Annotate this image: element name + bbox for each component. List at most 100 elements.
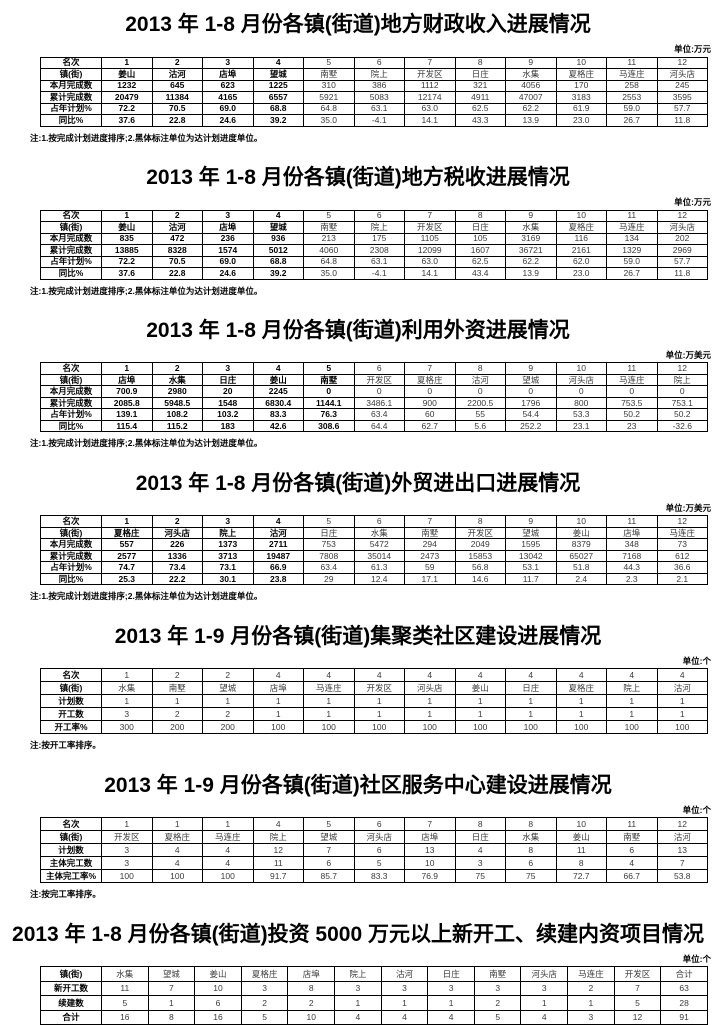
table-cell: 合计 [660, 966, 708, 982]
table-cell: 日庄 [427, 966, 475, 982]
table-cell: 2.4 [555, 572, 607, 586]
table-cell: 85.7 [303, 869, 355, 884]
table-cell: 23.8 [252, 572, 304, 586]
table-cell: 321 [454, 79, 506, 93]
table-cell: 11 [606, 56, 658, 70]
table-cell: 3 [427, 980, 475, 997]
table-cell: 6 [353, 843, 405, 858]
table-cell: 7 [404, 362, 456, 375]
table-cell: 6 [505, 856, 557, 871]
table-cell: 61.3 [353, 561, 405, 574]
row-label: 占年计划% [40, 408, 102, 421]
unit-label: 单位:个 [682, 804, 711, 815]
table-cell: 175 [353, 232, 405, 246]
row-label: 名次 [40, 362, 102, 375]
table-cell: 日庄 [454, 68, 506, 81]
table-cell: 开发区 [454, 526, 506, 540]
table-cell: 望城 [252, 221, 304, 234]
table-cell: 22.2 [151, 572, 203, 586]
table-note: 注:1.按完成计划进度排序;2.黑体标注单位为达计划进度单位。 [30, 591, 263, 602]
table-cell: 马连庄 [606, 68, 658, 81]
table-cell: 13.9 [505, 114, 557, 127]
table-cell: 5012 [252, 244, 304, 257]
table-cell: 100 [151, 869, 203, 884]
table-cell: 8 [505, 843, 557, 858]
table-cell: 800 [555, 396, 607, 410]
table-cell: 1 [656, 694, 708, 709]
table-cell: 14.1 [404, 114, 456, 127]
table-cell: 64.4 [353, 419, 405, 433]
table-cell: 南墅 [404, 526, 456, 540]
table-cell: 11 [101, 980, 149, 997]
table-cell: 72.2 [101, 102, 153, 116]
table-cell: 3595 [656, 91, 708, 104]
table-cell: -4.1 [353, 114, 405, 127]
table-cell: 37.6 [101, 114, 153, 127]
table-cell: 1 [101, 56, 153, 70]
table-cell: 1 [380, 995, 429, 1011]
table-cell: 6830.4 [252, 396, 304, 410]
table-cell: 300 [101, 720, 153, 735]
table-cell: 4 [353, 668, 405, 683]
table-cell: 4 [334, 1009, 382, 1025]
table-cell: 70.5 [151, 102, 203, 116]
table-cell: 26.7 [606, 114, 658, 127]
table-cell: 14.6 [454, 572, 506, 586]
table-cell: 6 [194, 995, 242, 1011]
table-cell: 4 [606, 856, 658, 871]
table-cell: 夏格庄 [404, 373, 456, 387]
row-label: 累计完成数 [40, 549, 102, 563]
table-row: 合计 16 8 16 5 10 4 4 4 5 4 3 12 91 [40, 1009, 708, 1025]
table-cell: 76.3 [303, 408, 355, 421]
table-cell: 1 [202, 694, 254, 709]
table-cell: 44.3 [606, 561, 658, 574]
table-cell: 马连庄 [606, 221, 658, 234]
table-cell: 5 [303, 515, 355, 528]
table-cell: 2711 [252, 538, 304, 551]
table-cell: 1 [454, 707, 506, 722]
table-cell: 12 [656, 362, 708, 375]
table-cell: 612 [656, 549, 708, 563]
table-cell: 10 [555, 515, 607, 528]
table-cell: 2 [240, 995, 289, 1011]
row-label: 开工数 [40, 707, 102, 722]
table-cell: 沽河 [656, 830, 708, 845]
table-cell: 11.7 [505, 572, 557, 586]
table-cell: 2 [151, 668, 203, 683]
table-cell: 院上 [606, 681, 658, 696]
table-cell: 4 [520, 1009, 569, 1025]
table-cell: 1595 [505, 538, 557, 551]
table-cell: 62.5 [454, 102, 506, 116]
section-investment-projects: 2013 年 1-8 月份各镇(街道)投资 5000 万元以上新开工、续建内资项… [0, 922, 716, 1025]
table-cell: 900 [404, 396, 456, 410]
table-cell: 1 [606, 707, 658, 722]
row-label: 本月完成数 [40, 232, 102, 246]
table-row: 镇(街) 水集 望城 姜山 夏格庄 店埠 院上 沽河 日庄 南墅 河头店 马连庄 开发区 合计 [40, 966, 708, 982]
table-cell: 1 [252, 694, 304, 709]
table-cell: 1 [520, 995, 569, 1011]
foreign-trade-table: 名次 1 2 3 4 5 6 7 8 9 10 11 12 镇(街) 夏格庄 河头店 院上 沽河 日庄 水集 南墅 开发区… [40, 515, 708, 586]
section-community-cluster: 2013 年 1-9 月份各镇(街道)集聚类社区建设进展情况 单位:个 名次 1 2… [0, 624, 716, 751]
table-cell: 936 [252, 232, 304, 246]
table-row: 累计完成数 2577 1336 3713 19487 7808 35014 2473 15853… [40, 549, 708, 563]
table-title: 2013 年 1-8 月份各镇(街道)外贸进出口进展情况 [135, 471, 581, 495]
table-cell: 36.6 [656, 561, 708, 574]
table-cell: 8 [454, 209, 506, 223]
table-cell: 13.9 [505, 267, 557, 280]
table-cell: 108.2 [151, 408, 203, 421]
table-cell: 2.3 [606, 572, 658, 586]
table-cell: 3 [473, 980, 522, 997]
table-row: 镇(街) 姜山 沽河 店埠 望城 南墅 院上 开发区 日庄 水集 夏格庄 马连庄 河头店 [40, 221, 708, 234]
table-cell: 70.5 [151, 255, 203, 269]
table-cell: 3 [454, 856, 506, 871]
table-cell: 院上 [334, 966, 382, 982]
table-cell: 50.2 [606, 408, 658, 421]
row-label: 名次 [40, 668, 102, 683]
table-cell: 店埠 [606, 526, 658, 540]
table-row: 名次 1 2 3 4 5 6 7 8 9 10 11 12 [40, 209, 708, 223]
table-cell: 马连庄 [656, 526, 708, 540]
table-cell: 4 [303, 668, 355, 683]
table-cell: 4911 [454, 91, 506, 104]
table-cell: 4 [151, 843, 203, 858]
table-cell: 2200.5 [454, 396, 506, 410]
